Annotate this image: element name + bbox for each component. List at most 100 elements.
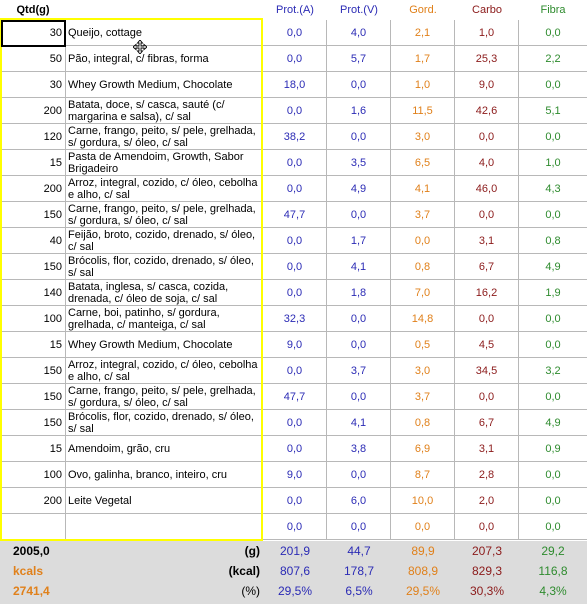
gord-cell[interactable]: 10,0: [391, 488, 455, 514]
food-name-cell[interactable]: Pão, integral, c/ fibras, forma: [66, 46, 263, 72]
qtd-cell[interactable]: 150: [0, 358, 66, 384]
prot-a-cell[interactable]: 0,0: [263, 150, 327, 176]
gord-cell[interactable]: 1,7: [391, 46, 455, 72]
gord-cell[interactable]: 0,8: [391, 254, 455, 280]
fibra-cell[interactable]: 0,9: [545, 443, 561, 455]
prot-a-cell[interactable]: 38,2: [263, 124, 327, 150]
qtd-cell[interactable]: 30: [0, 20, 66, 46]
fibra-cell[interactable]: 2,2: [545, 53, 561, 65]
carbo-cell[interactable]: 0,0: [455, 124, 519, 150]
food-name-cell[interactable]: Arroz, integral, cozido, c/ óleo, cebolh…: [66, 176, 263, 202]
qtd-cell[interactable]: 50: [0, 46, 66, 72]
qtd-cell[interactable]: 150: [0, 202, 66, 228]
fibra-cell[interactable]: 0,8: [545, 235, 561, 247]
prot-v-cell[interactable]: 0,0: [327, 332, 391, 358]
prot-v-cell[interactable]: 1,6: [327, 98, 391, 124]
qtd-cell[interactable]: 100: [0, 462, 66, 488]
qtd-cell[interactable]: 200: [0, 176, 66, 202]
prot-v-cell[interactable]: 0,0: [327, 306, 391, 332]
carbo-cell[interactable]: 0,0: [455, 306, 519, 332]
qtd-cell[interactable]: 150: [0, 384, 66, 410]
prot-v-cell[interactable]: 4,1: [327, 410, 391, 436]
prot-v-cell[interactable]: 1,7: [327, 228, 391, 254]
fibra-cell[interactable]: 0,0: [545, 209, 561, 221]
gord-cell[interactable]: 6,9: [391, 436, 455, 462]
prot-a-cell[interactable]: 32,3: [263, 306, 327, 332]
qtd-cell[interactable]: 140: [0, 280, 66, 306]
qtd-cell[interactable]: 120: [0, 124, 66, 150]
food-name-cell[interactable]: Pasta de Amendoim, Growth, Sabor Brigade…: [66, 150, 263, 176]
food-name-cell[interactable]: Brócolis, flor, cozido, drenado, s/ óleo…: [66, 254, 263, 280]
qtd-cell[interactable]: 150: [0, 254, 66, 280]
fibra-cell[interactable]: 0,0: [545, 27, 561, 39]
prot-v-cell[interactable]: 4,9: [327, 176, 391, 202]
prot-v-cell[interactable]: 3,5: [327, 150, 391, 176]
prot-a-cell[interactable]: 9,0: [263, 462, 327, 488]
food-name-cell[interactable]: Carne, boi, patinho, s/ gordura, grelhad…: [66, 306, 263, 332]
fibra-cell[interactable]: 5,1: [545, 105, 561, 117]
prot-v-cell[interactable]: 0,0: [327, 202, 391, 228]
fibra-cell[interactable]: 0,0: [545, 469, 561, 481]
carbo-cell[interactable]: 4,5: [455, 332, 519, 358]
gord-cell[interactable]: 3,0: [391, 358, 455, 384]
qtd-cell[interactable]: 100: [0, 306, 66, 332]
gord-cell[interactable]: 4,1: [391, 176, 455, 202]
gord-cell[interactable]: 3,0: [391, 124, 455, 150]
prot-a-cell[interactable]: 0,0: [263, 228, 327, 254]
gord-cell[interactable]: 0,0: [391, 514, 455, 540]
carbo-cell[interactable]: 6,7: [455, 410, 519, 436]
food-name-cell[interactable]: Queijo, cottage: [66, 20, 263, 46]
qtd-cell[interactable]: 15: [0, 150, 66, 176]
food-name-cell[interactable]: Carne, frango, peito, s/ pele, grelhada,…: [66, 384, 263, 410]
prot-a-cell[interactable]: 0,0: [263, 436, 327, 462]
food-name-cell[interactable]: Carne, frango, peito, s/ pele, grelhada,…: [66, 202, 263, 228]
prot-v-cell[interactable]: 0,0: [327, 384, 391, 410]
prot-a-cell[interactable]: 18,0: [263, 72, 327, 98]
fibra-cell[interactable]: 1,0: [545, 157, 561, 169]
carbo-cell[interactable]: 0,0: [455, 202, 519, 228]
fibra-cell[interactable]: 4,9: [545, 417, 561, 429]
prot-a-cell[interactable]: 0,0: [263, 176, 327, 202]
fibra-cell[interactable]: 3,2: [545, 365, 561, 377]
carbo-cell[interactable]: 6,7: [455, 254, 519, 280]
fibra-cell[interactable]: 1,9: [545, 287, 561, 299]
fibra-cell[interactable]: 0,0: [545, 313, 561, 325]
food-name-cell[interactable]: Brócolis, flor, cozido, drenado, s/ óleo…: [66, 410, 263, 436]
carbo-cell[interactable]: 1,0: [455, 20, 519, 46]
food-name-cell[interactable]: Feijão, broto, cozido, drenado, s/ óleo,…: [66, 228, 263, 254]
prot-v-cell[interactable]: 4,1: [327, 254, 391, 280]
prot-a-cell[interactable]: 0,0: [263, 358, 327, 384]
carbo-cell[interactable]: 46,0: [455, 176, 519, 202]
prot-a-cell[interactable]: 0,0: [263, 20, 327, 46]
prot-a-cell[interactable]: 0,0: [263, 488, 327, 514]
prot-a-cell[interactable]: 0,0: [263, 280, 327, 306]
prot-a-cell[interactable]: 0,0: [263, 254, 327, 280]
carbo-cell[interactable]: 2,0: [455, 488, 519, 514]
fibra-cell[interactable]: 0,0: [545, 131, 561, 143]
gord-cell[interactable]: 1,0: [391, 72, 455, 98]
prot-v-cell[interactable]: 0,0: [327, 462, 391, 488]
gord-cell[interactable]: 0,5: [391, 332, 455, 358]
qtd-cell[interactable]: 150: [0, 410, 66, 436]
fibra-cell[interactable]: 0,0: [545, 339, 561, 351]
prot-v-cell[interactable]: 5,7: [327, 46, 391, 72]
food-name-cell[interactable]: Amendoim, grão, cru: [66, 436, 263, 462]
prot-a-cell[interactable]: 0,0: [263, 514, 327, 540]
qtd-cell[interactable]: 200: [0, 488, 66, 514]
prot-a-cell[interactable]: 0,0: [263, 410, 327, 436]
carbo-cell[interactable]: 0,0: [455, 384, 519, 410]
carbo-cell[interactable]: 16,2: [455, 280, 519, 306]
qtd-cell[interactable]: 15: [0, 332, 66, 358]
prot-a-cell[interactable]: 47,7: [263, 384, 327, 410]
gord-cell[interactable]: 3,7: [391, 202, 455, 228]
gord-cell[interactable]: 2,1: [391, 20, 455, 46]
gord-cell[interactable]: 3,7: [391, 384, 455, 410]
prot-a-cell[interactable]: 0,0: [263, 98, 327, 124]
fibra-cell[interactable]: 0,0: [545, 79, 561, 91]
food-name-cell[interactable]: Batata, inglesa, s/ casca, cozida, drena…: [66, 280, 263, 306]
gord-cell[interactable]: 14,8: [391, 306, 455, 332]
carbo-cell[interactable]: 0,0: [455, 514, 519, 540]
carbo-cell[interactable]: 4,0: [455, 150, 519, 176]
fibra-cell[interactable]: 4,9: [545, 261, 561, 273]
qtd-cell[interactable]: 15: [0, 436, 66, 462]
